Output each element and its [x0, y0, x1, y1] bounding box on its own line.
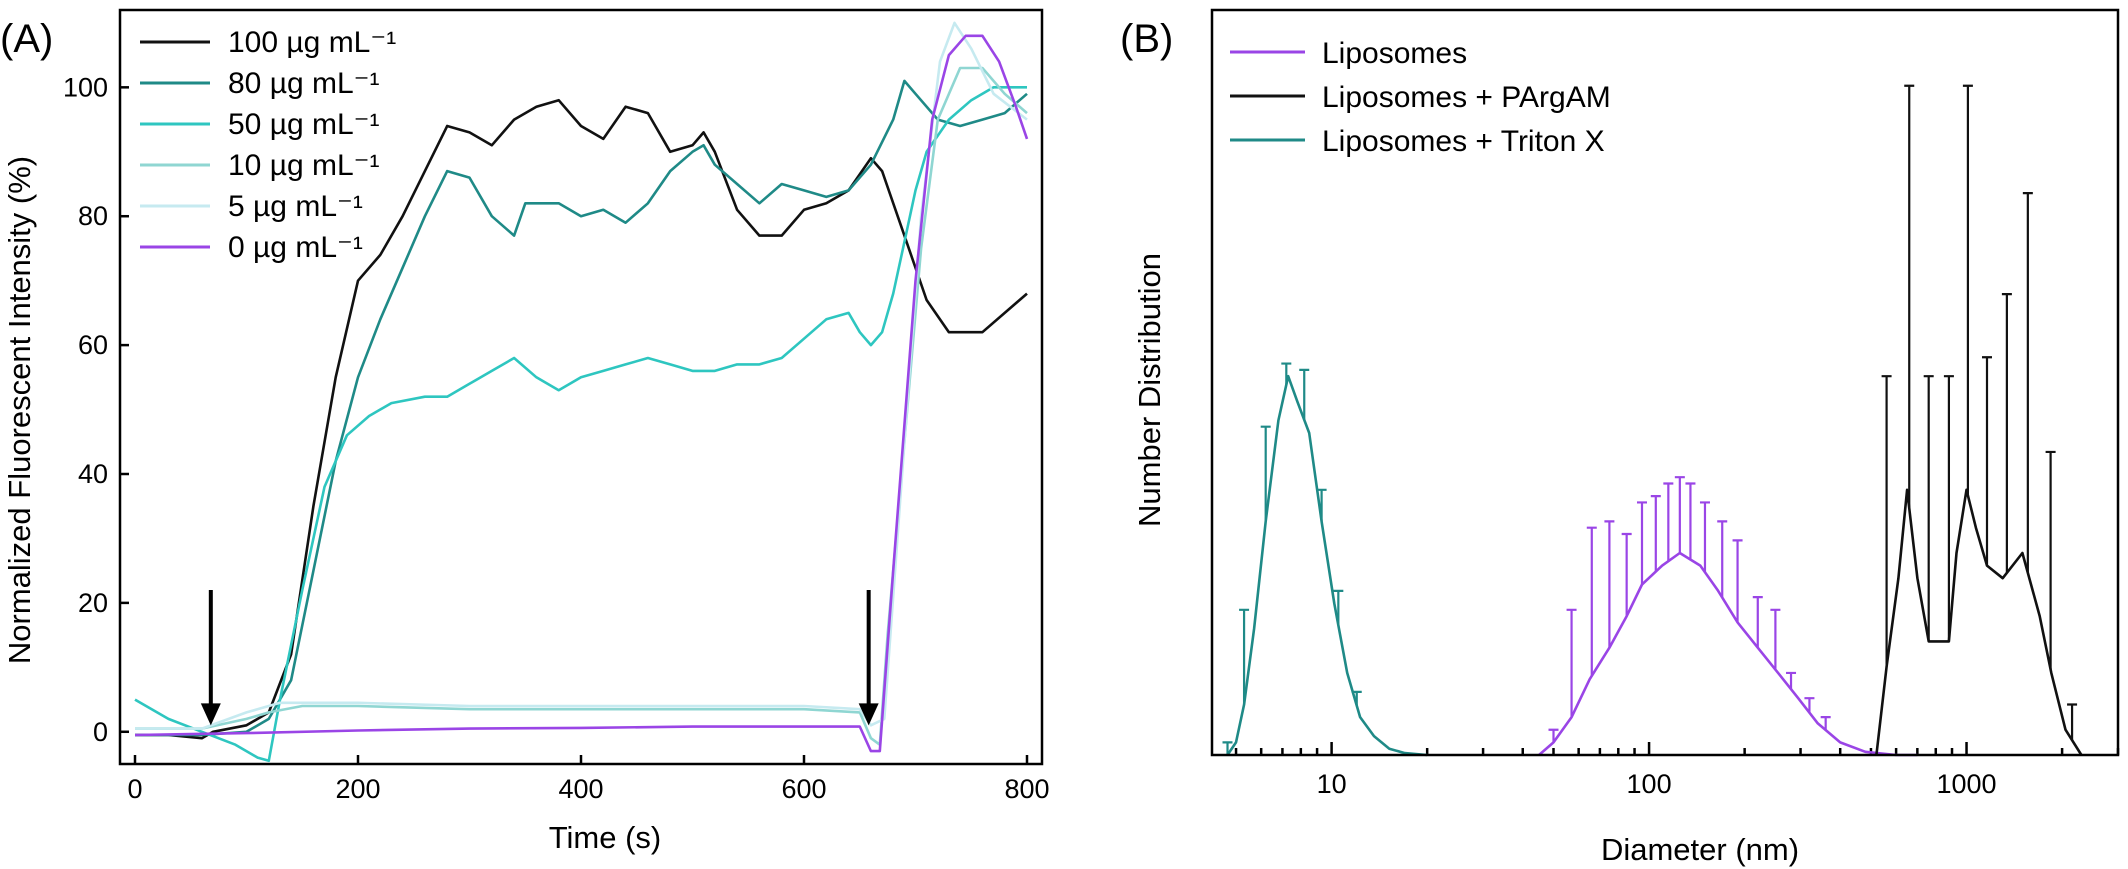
panel-a-series-line-1 [135, 79, 1028, 737]
panel-a-x-tick-label: 600 [781, 774, 826, 804]
panel-a-arrow-head-1 [858, 703, 879, 726]
panel-b-ticks: 10 100 1000 [1234, 742, 2120, 799]
panel-b-x-tick-label: 1000 [1936, 769, 1996, 799]
panel-a-x-tick-label: 200 [335, 774, 380, 804]
panel-a-x-tick-label: 0 [127, 774, 142, 804]
panel-a-ticks: 0 200 400 600 800 0 20 40 60 80 100 [63, 72, 1050, 804]
panel-b-error-bar-0-7 [1663, 482, 1674, 562]
panel-a-y-tick-label: 40 [78, 459, 108, 489]
panel-a-annotations [200, 590, 879, 726]
panel-a-x-axis-title: Time (s) [549, 820, 662, 855]
panel-a-series-line-4 [135, 21, 1028, 730]
panel-b-series-line-0 [1538, 551, 1918, 757]
panel-b-error-bar-1-5 [1981, 356, 1992, 566]
panel-b-error-bar-1-6 [2001, 293, 2012, 573]
panel-b-error-bar-0-4 [1621, 532, 1632, 617]
panel-b-error-bar-1-4 [1962, 84, 1973, 496]
panel-a-legend-label-1: 80 µg mL⁻¹ [228, 67, 380, 100]
panel-b-error-bar-0-3 [1604, 520, 1615, 648]
panel-a-legend-label-0: 100 µg mL⁻¹ [228, 26, 396, 59]
panel-a-series-line-3 [135, 66, 1028, 746]
panel-b-x-tick-label: 10 [1317, 769, 1347, 799]
panel-b-error-bar-1-2 [1923, 375, 1934, 642]
panel-b-error-bar-1-9 [2067, 703, 2078, 741]
panel-b-legend-label-2: Liposomes + Triton X [1322, 125, 1605, 158]
panel-b-error-bar-0-16 [1804, 697, 1815, 713]
panel-b-error-bar-0-8 [1674, 476, 1685, 553]
panel-b-error-bar-2-1 [1239, 608, 1250, 705]
panel-b-x-axis-title: Diameter (nm) [1601, 832, 1799, 867]
panel-b-error-bar-2-2 [1260, 425, 1271, 522]
panel-a-y-tick-label: 80 [78, 201, 108, 231]
panel-b-error-bar-1-3 [1943, 375, 1954, 642]
panel-a-y-tick-label: 100 [63, 72, 108, 102]
panel-b-error-bar-0-9 [1685, 482, 1696, 560]
panel-a-legend-label-3: 10 µg mL⁻¹ [228, 149, 380, 182]
panel-a-series [134, 21, 1029, 763]
panel-b: (B) Number Distribution Diameter (nm) 10… [1120, 8, 2120, 867]
panel-b-series-line-2 [1226, 374, 1428, 757]
panel-b-error-bar-0-10 [1699, 501, 1710, 573]
panel-b-label: (B) [1120, 17, 1173, 61]
panel-a-series-line-5 [134, 34, 1029, 753]
panel-b-error-bar-0-15 [1786, 671, 1797, 690]
panel-b-legend-label-1: Liposomes + PArgAM [1322, 81, 1611, 114]
panel-b-plot-frame [1210, 8, 2120, 757]
panel-a-legend-label-5: 0 µg mL⁻¹ [228, 231, 363, 264]
panel-a-y-tick-label: 20 [78, 588, 108, 618]
panel-a-legend-label-4: 5 µg mL⁻¹ [228, 190, 363, 223]
panel-b-error-bar-1-7 [2022, 191, 2033, 573]
panel-b-error-bar-1-1 [1904, 84, 1915, 509]
panel-a-series-line-2 [134, 86, 1027, 763]
panel-b-error-bar-0-1 [1566, 608, 1577, 718]
panel-b-error-bar-0-14 [1770, 608, 1781, 670]
panel-b-series-line-1 [1875, 488, 2083, 756]
panel-a-plot-frame [118, 8, 1044, 766]
panel-b-error-bar-2-4 [1299, 368, 1310, 420]
panel-b-y-axis-title: Number Distribution [1132, 253, 1167, 527]
panel-a-series-line-0 [135, 98, 1028, 740]
panel-a: (A) Normalized Fluorescent Intensity (%)… [0, 8, 1050, 855]
panel-b-legend-label-0: Liposomes [1322, 37, 1467, 70]
panel-b-legend: Liposomes Liposomes + PArgAM Liposomes + T… [1230, 37, 1611, 158]
panel-b-error-bar-0-13 [1752, 596, 1763, 648]
panel-b-error-bar-1-8 [2045, 450, 2056, 670]
panel-a-arrow-head-0 [200, 703, 221, 726]
panel-a-y-tick-label: 60 [78, 330, 108, 360]
panel-a-y-axis-title: Normalized Fluorescent Intensity (%) [2, 156, 37, 664]
panel-b-error-bar-1-0 [1881, 375, 1892, 667]
panel-b-x-tick-label: 100 [1627, 769, 1672, 799]
panel-a-label: (A) [0, 17, 53, 61]
panel-b-error-bar-0-6 [1650, 495, 1661, 572]
panel-b-series [1222, 84, 2083, 757]
panel-a-x-tick-label: 400 [558, 774, 603, 804]
panel-b-error-bar-0-5 [1637, 501, 1647, 585]
panel-a-legend: 100 µg mL⁻¹ 80 µg mL⁻¹ 50 µg mL⁻¹ 10 µg mL⁻… [140, 26, 396, 264]
panel-b-error-bar-0-17 [1820, 716, 1831, 731]
panel-b-error-bar-0-2 [1586, 526, 1597, 676]
panel-a-x-tick-label: 800 [1004, 774, 1049, 804]
panel-b-error-bar-0-11 [1717, 520, 1728, 598]
panel-a-y-tick-label: 0 [93, 717, 108, 747]
panel-b-error-bar-0-12 [1732, 539, 1743, 623]
panel-a-legend-label-2: 50 µg mL⁻¹ [228, 108, 380, 141]
